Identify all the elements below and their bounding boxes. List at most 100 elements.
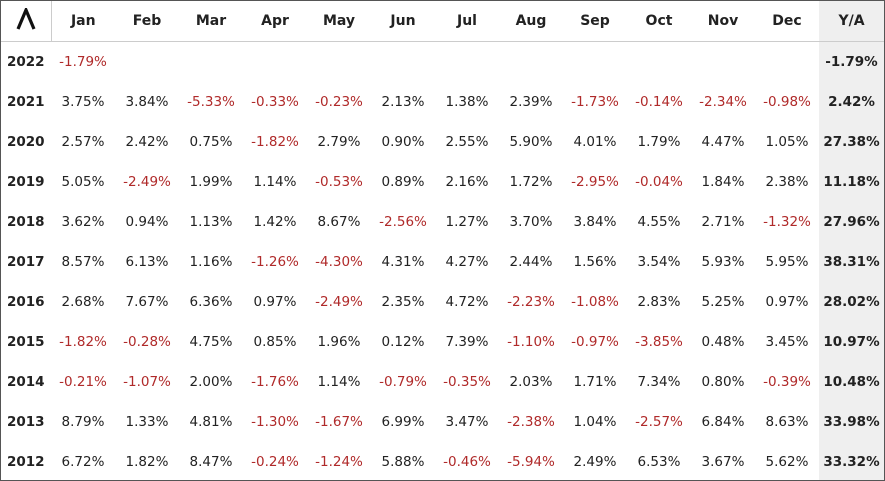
month-return: -0.24%: [251, 454, 299, 470]
month-return: -1.67%: [315, 414, 363, 430]
month-return: 1.16%: [189, 254, 233, 270]
column-header: Aug: [499, 1, 563, 42]
month-return: 5.05%: [61, 174, 105, 190]
annual-return: 2.42%: [819, 82, 884, 122]
month-return: -0.79%: [379, 374, 427, 390]
column-header: Sep: [563, 1, 627, 42]
header-row: Jan Feb Mar Apr May Jun Jul Aug Sep Oct Nov Dec Y/A: [1, 1, 884, 42]
empty-cell: [563, 42, 627, 83]
month-return: -0.98%: [763, 94, 811, 110]
month-return: -2.38%: [507, 414, 555, 430]
month-return: -1.08%: [571, 294, 619, 310]
empty-cell: [435, 42, 499, 83]
month-return: 1.05%: [765, 134, 809, 150]
empty-cell: [307, 42, 371, 83]
month-return: -2.34%: [699, 94, 747, 110]
month-return: 4.47%: [701, 134, 745, 150]
month-return: 6.36%: [189, 294, 233, 310]
month-return: 0.85%: [253, 334, 297, 350]
empty-cell: [115, 42, 179, 83]
month-return: 2.13%: [381, 94, 425, 110]
month-return: 6.13%: [125, 254, 169, 270]
logo-cell: [1, 1, 52, 42]
month-return: -0.33%: [251, 94, 299, 110]
month-return: -0.23%: [315, 94, 363, 110]
month-return: 2.35%: [381, 294, 425, 310]
year-label: 2014: [7, 374, 45, 390]
month-return: 3.45%: [765, 334, 809, 350]
year-row: 2019 5.05% -2.49% 1.99% 1.14% -0.53% 0.89% 2.16…: [1, 162, 884, 202]
month-return: 1.96%: [317, 334, 361, 350]
month-return: 8.57%: [61, 254, 105, 270]
month-return: -0.14%: [635, 94, 683, 110]
year-label: 2015: [7, 334, 45, 350]
month-return: -1.73%: [571, 94, 619, 110]
month-return: 3.54%: [637, 254, 681, 270]
month-return: 2.57%: [61, 134, 105, 150]
month-return: 0.80%: [701, 374, 745, 390]
month-return: 1.72%: [509, 174, 553, 190]
empty-cell: [179, 42, 243, 83]
month-return: 2.49%: [573, 454, 617, 470]
year-row: 2016 2.68% 7.67% 6.36% 0.97% -2.49% 2.35% 4.72%…: [1, 282, 884, 322]
month-return: -0.46%: [443, 454, 491, 470]
year-row: 2013 8.79% 1.33% 4.81% -1.30% -1.67% 6.99% 3.47…: [1, 402, 884, 442]
month-return: 8.79%: [61, 414, 105, 430]
month-return: 0.94%: [125, 214, 169, 230]
month-return: 1.27%: [445, 214, 489, 230]
annual-return: 38.31%: [819, 242, 884, 282]
month-return: 8.47%: [189, 454, 233, 470]
month-return: -2.23%: [507, 294, 555, 310]
year-row: 2015 -1.82% -0.28% 4.75% 0.85% 1.96% 0.12% 7.39…: [1, 322, 884, 362]
month-return: 0.90%: [381, 134, 425, 150]
year-label: 2012: [7, 454, 45, 470]
month-return: -0.28%: [123, 334, 171, 350]
month-return: 4.01%: [573, 134, 617, 150]
month-return: 5.25%: [701, 294, 745, 310]
month-return: -3.85%: [635, 334, 683, 350]
month-return: -0.53%: [315, 174, 363, 190]
month-return: 7.67%: [125, 294, 169, 310]
month-return: 2.55%: [445, 134, 489, 150]
column-header: Dec: [755, 1, 819, 42]
month-return: 5.90%: [509, 134, 553, 150]
month-return: 2.68%: [61, 294, 105, 310]
month-return: -1.82%: [59, 334, 107, 350]
month-return: 4.75%: [189, 334, 233, 350]
month-return: 4.27%: [445, 254, 489, 270]
year-row: 2021 3.75% 3.84% -5.33% -0.33% -0.23% 2.13% 1.3…: [1, 82, 884, 122]
annual-return: 33.98%: [819, 402, 884, 442]
year-label: 2021: [7, 94, 45, 110]
month-return: 2.79%: [317, 134, 361, 150]
empty-cell: [499, 42, 563, 83]
month-return: -0.97%: [571, 334, 619, 350]
year-label: 2016: [7, 294, 45, 310]
month-return: 3.70%: [509, 214, 553, 230]
month-return: 2.42%: [125, 134, 169, 150]
year-label: 2013: [7, 414, 45, 430]
month-return: -2.95%: [571, 174, 619, 190]
year-label: 2020: [7, 134, 45, 150]
month-return: 1.13%: [189, 214, 233, 230]
month-return: 1.04%: [573, 414, 617, 430]
year-row: 2022 -1.79% -1.79%: [1, 41, 884, 83]
month-return: 0.12%: [381, 334, 425, 350]
annual-return: 11.18%: [819, 162, 884, 202]
month-return: 1.71%: [573, 374, 617, 390]
column-header: Feb: [115, 1, 179, 42]
annual-return: -1.79%: [819, 41, 884, 82]
month-return: 0.48%: [701, 334, 745, 350]
month-return: 5.62%: [765, 454, 809, 470]
month-return: 0.75%: [189, 134, 233, 150]
column-header: Jul: [435, 1, 499, 42]
month-return: 1.79%: [637, 134, 681, 150]
month-return: -1.10%: [507, 334, 555, 350]
month-return: -1.32%: [763, 214, 811, 230]
month-return: 6.84%: [701, 414, 745, 430]
empty-cell: [691, 42, 755, 83]
annual-return: 33.32%: [819, 442, 884, 480]
month-return: -4.30%: [315, 254, 363, 270]
column-header: Mar: [179, 1, 243, 42]
column-header: Jan: [51, 1, 115, 42]
